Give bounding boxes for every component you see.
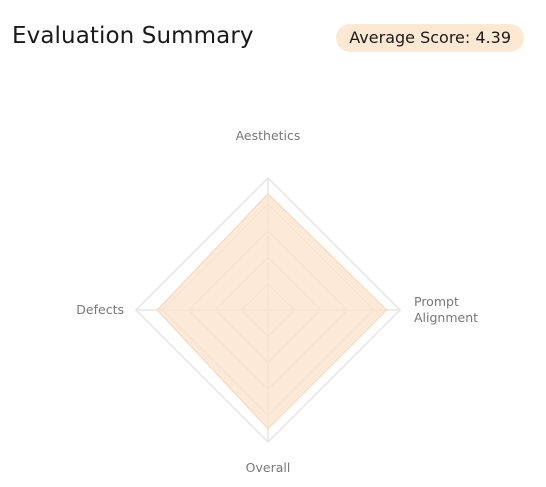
radar-axis-label: Aesthetics <box>236 128 301 143</box>
radar-axis-label: Prompt Alignment <box>414 294 478 325</box>
radar-axis-label: Defects <box>76 302 124 317</box>
radar-series-area <box>156 193 388 430</box>
average-score-badge: Average Score: 4.39 <box>336 24 524 52</box>
radar-area <box>156 193 388 430</box>
header: Evaluation Summary Average Score: 4.39 <box>0 0 546 80</box>
radar-axis-label: Overall <box>246 460 291 475</box>
page-title: Evaluation Summary <box>12 23 254 49</box>
radar-axis-labels: Aesthetics Prompt Alignment Overall Defects <box>76 128 478 475</box>
